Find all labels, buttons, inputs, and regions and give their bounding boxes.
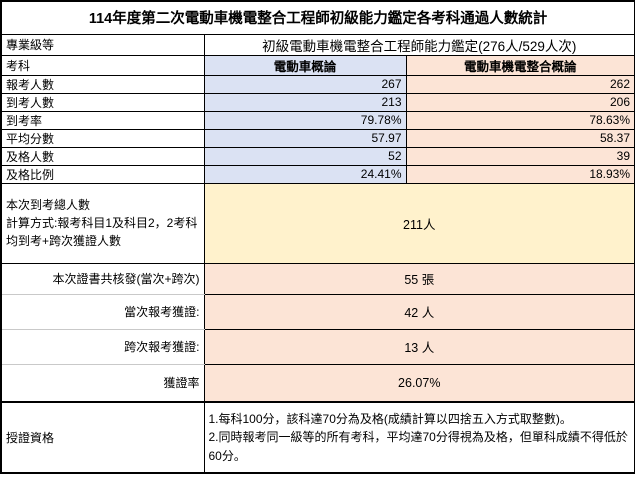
stat-value: 39: [405, 146, 635, 166]
table-row: 報考人數 267 262: [0, 74, 635, 94]
stat-value: 206: [405, 92, 635, 112]
stat-label: 到考人數: [0, 92, 205, 112]
page-title: 114年度第二次電動車機電整合工程師初級能力鑑定各考科通過人數統計: [0, 0, 635, 35]
stat-value: 58.37: [405, 128, 635, 148]
table-row: 到考率 79.78% 78.63%: [0, 110, 635, 130]
certification-rate-value: 26.07%: [203, 363, 635, 403]
attendance-total-value: 211人: [203, 182, 635, 264]
table-row: 當次報考獲證: 42 人: [0, 293, 635, 330]
stat-value: 267: [203, 74, 407, 94]
column-header-mechatronics-intro: 電動車機電整合概論: [405, 54, 635, 76]
stat-value: 79.78%: [203, 110, 407, 130]
current-session-certified-label: 當次報考獲證:: [0, 293, 205, 330]
qualification-note-line1: 1.每科100分，該科達70分為及格(成績計算以四捨五入方式取整數)。: [208, 411, 572, 426]
table-row: 平均分數 57.97 58.37: [0, 128, 635, 148]
cross-session-certified-value: 13 人: [203, 328, 635, 365]
table-row: 到考人數 213 206: [0, 92, 635, 112]
stat-value: 213: [203, 92, 407, 112]
table-row: 本次證書共核發(當次+跨次) 55 張: [0, 262, 635, 295]
stat-value: 57.97: [203, 128, 407, 148]
stat-label: 平均分數: [0, 128, 205, 148]
table-row: 跨次報考獲證: 13 人: [0, 328, 635, 365]
level-label: 專業級等: [0, 33, 205, 56]
current-session-certified-value: 42 人: [203, 293, 635, 330]
stat-value: 18.93%: [405, 164, 635, 184]
subject-label: 考科: [0, 54, 205, 76]
table-row: 114年度第二次電動車機電整合工程師初級能力鑑定各考科通過人數統計: [0, 0, 635, 35]
stat-value: 262: [405, 74, 635, 94]
qualification-label: 授證資格: [0, 401, 205, 474]
attendance-total-label: 本次到考總人數 計算方式:報考科目1及科目2，2考科均到考+跨次獲證人數: [0, 182, 205, 264]
stat-label: 及格比例: [0, 164, 205, 184]
stat-label: 報考人數: [0, 74, 205, 94]
certification-rate-label: 獲證率: [0, 363, 205, 403]
qualification-note: 1.每科100分，該科達70分為及格(成績計算以四捨五入方式取整數)。 2.同時…: [203, 401, 635, 474]
table-row: 獲證率 26.07%: [0, 363, 635, 403]
attendance-total-label-line1: 本次到考總人數: [6, 198, 91, 212]
certificates-issued-label: 本次證書共核發(當次+跨次): [0, 262, 205, 295]
table-row: 專業級等 初級電動車機電整合工程師能力鑑定(276人/529人次): [0, 33, 635, 56]
table-row: 本次到考總人數 計算方式:報考科目1及科目2，2考科均到考+跨次獲證人數 211…: [0, 182, 635, 264]
stat-label: 到考率: [0, 110, 205, 130]
stat-label: 及格人數: [0, 146, 205, 166]
qualification-note-line2: 2.同時報考同一級等的所有考科，平均達70分得視為及格，但單科成績不得低於60分…: [208, 430, 628, 463]
table-row: 及格比例 24.41% 18.93%: [0, 164, 635, 184]
table-row: 考科 電動車概論 電動車機電整合概論: [0, 54, 635, 76]
stat-value: 52: [203, 146, 407, 166]
table-row: 授證資格 1.每科100分，該科達70分為及格(成績計算以四捨五入方式取整數)。…: [0, 401, 635, 474]
attendance-total-label-line2: 計算方式:報考科目1及科目2，2考科均到考+跨次獲證人數: [6, 216, 198, 248]
stat-value: 78.63%: [405, 110, 635, 130]
certificates-issued-value: 55 張: [203, 262, 635, 295]
stat-value: 24.41%: [203, 164, 407, 184]
column-header-ev-intro: 電動車概論: [203, 54, 407, 76]
cross-session-certified-label: 跨次報考獲證:: [0, 328, 205, 365]
level-value: 初級電動車機電整合工程師能力鑑定(276人/529人次): [203, 33, 635, 56]
table-row: 及格人數 52 39: [0, 146, 635, 166]
